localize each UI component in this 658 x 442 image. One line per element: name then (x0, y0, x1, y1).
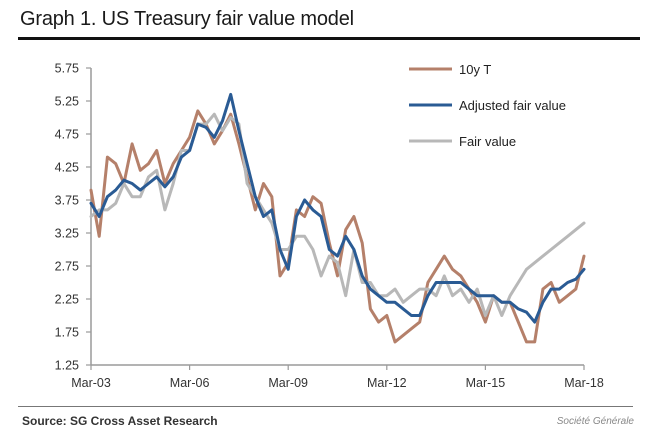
x-tick-label: Mar-12 (367, 376, 407, 390)
y-tick-label: 5.75 (55, 62, 79, 76)
y-tick-label: 2.75 (55, 260, 79, 274)
y-tick-label: 1.25 (55, 359, 79, 373)
legend-label: Adjusted fair value (459, 98, 566, 113)
y-tick-label: 3.75 (55, 194, 79, 208)
legend-label: 10y T (459, 62, 491, 77)
legend-label: Fair value (459, 134, 516, 149)
x-tick-label: Mar-06 (170, 376, 210, 390)
y-tick-label: 3.25 (55, 227, 79, 241)
x-tick-label: Mar-18 (564, 376, 604, 390)
y-tick-label: 5.25 (55, 95, 79, 109)
brand-logo: Société Générale (556, 416, 634, 427)
series-line-adjusted-fair-value (89, 92, 586, 324)
series-line-fair-value (89, 112, 586, 317)
source-note: Source: SG Cross Asset Research (22, 414, 218, 428)
x-tick-label: Mar-03 (71, 376, 111, 390)
x-tick-label: Mar-09 (268, 376, 308, 390)
source-divider (18, 406, 633, 407)
chart-title: Graph 1. US Treasury fair value model (20, 8, 354, 30)
series-group (89, 92, 586, 344)
y-tick-label: 4.75 (55, 128, 79, 142)
y-tick-label: 1.75 (55, 326, 79, 340)
y-tick-label: 4.25 (55, 161, 79, 175)
x-tick-label: Mar-15 (466, 376, 506, 390)
title-divider (18, 37, 640, 40)
legend: 10y T Adjusted fair value Fair value (409, 62, 566, 149)
axes: 5.75 5.25 4.75 4.25 3.75 3.25 2.75 2.25 1.75 1.25… (55, 62, 604, 391)
y-tick-label: 2.25 (55, 293, 79, 307)
